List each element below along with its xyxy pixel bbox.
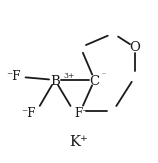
Text: ⁻F: ⁻F	[6, 70, 20, 83]
Text: O: O	[129, 41, 140, 54]
Text: F⁻: F⁻	[74, 107, 89, 120]
Text: K⁺: K⁺	[70, 135, 88, 149]
Text: ⁻F: ⁻F	[21, 107, 36, 120]
Text: C: C	[89, 75, 100, 88]
Text: B: B	[50, 75, 60, 88]
Text: 3+: 3+	[64, 72, 75, 80]
Text: ⁻: ⁻	[102, 72, 106, 80]
